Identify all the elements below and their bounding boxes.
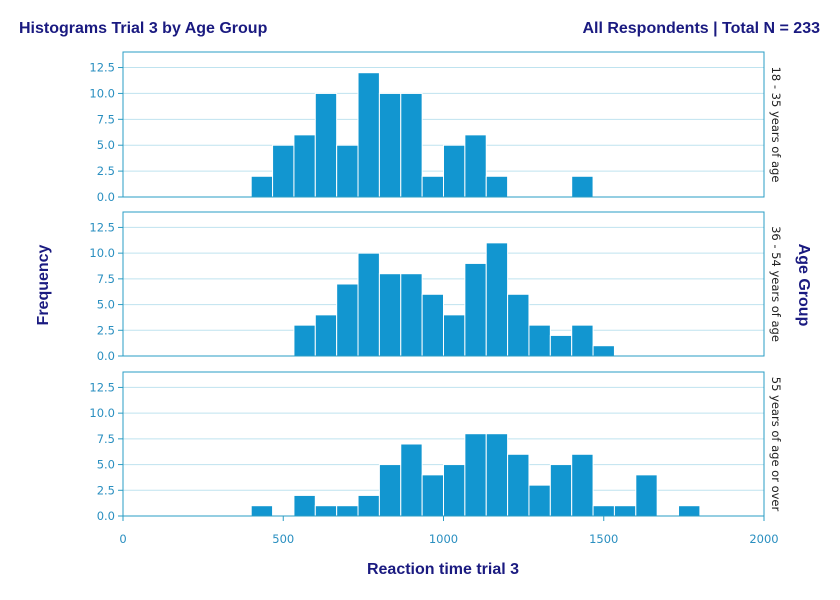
histogram-bar xyxy=(250,175,274,198)
histogram-bar xyxy=(357,72,380,198)
y-tick-label: 12.5 xyxy=(89,61,115,75)
x-tick-label: 1000 xyxy=(429,532,458,546)
y-tick-label: 12.5 xyxy=(89,220,115,234)
x-axis: 0 500 1000 1500 2000 xyxy=(119,516,779,546)
chart-title: Histograms Trial 3 by Age Group xyxy=(19,20,268,37)
y-tick-label: 7.5 xyxy=(97,272,115,286)
panel-frame xyxy=(122,51,765,198)
histogram-bar xyxy=(357,252,380,357)
histogram-bar xyxy=(485,433,509,517)
histogram-bar xyxy=(421,175,444,198)
histogram-bar xyxy=(507,453,530,517)
histogram-bar xyxy=(613,505,637,517)
histogram-bar xyxy=(400,92,423,198)
histogram-bar xyxy=(549,464,573,517)
x-tick-label: 1500 xyxy=(589,532,618,546)
histogram-bar xyxy=(592,505,615,517)
y-tick-label: 7.5 xyxy=(97,112,115,126)
histogram-bar xyxy=(293,324,316,357)
histogram-bar xyxy=(378,273,402,357)
y-tick-label: 0.0 xyxy=(97,190,115,204)
panel-1: 0.0 2.5 5.0 7.5 10.0 12.5 18 - 35 years of age xyxy=(89,51,783,204)
histogram-bar xyxy=(464,262,487,357)
panels: 0.0 2.5 5.0 7.5 10.0 12.5 18 - 35 years of age… xyxy=(89,51,783,523)
histogram-bar xyxy=(293,134,316,198)
histogram-bar xyxy=(293,494,316,517)
y-tick-label: 2.5 xyxy=(97,483,115,497)
y-tick-label: 12.5 xyxy=(89,380,115,394)
histogram-bar xyxy=(528,484,551,517)
histogram-bar xyxy=(378,92,402,198)
histogram-bar xyxy=(421,474,444,517)
histogram-bar xyxy=(314,505,338,517)
x-tick-label: 2000 xyxy=(749,532,778,546)
histogram-bar xyxy=(678,505,701,517)
x-tick-label: 500 xyxy=(272,532,294,546)
panel-frame xyxy=(122,211,765,357)
histogram-bar xyxy=(443,314,466,357)
y-tick-label: 5.0 xyxy=(97,298,115,312)
histogram-bar xyxy=(357,494,380,517)
y-axis-title: Frequency xyxy=(35,244,52,325)
x-tick-label: 0 xyxy=(119,532,126,546)
chart-subtitle: All Respondents | Total N = 233 xyxy=(582,20,820,37)
histogram-bar xyxy=(336,144,359,198)
histogram-bar xyxy=(314,92,338,198)
histogram-bar xyxy=(250,505,274,517)
histogram-bar xyxy=(485,242,509,357)
histogram-bar xyxy=(464,134,487,198)
histogram-bar xyxy=(592,345,615,357)
panel-label: 55 years of age or over xyxy=(769,377,783,512)
y-tick-label: 0.0 xyxy=(97,349,115,363)
y-tick-label: 10.0 xyxy=(89,406,115,420)
y-tick-label: 7.5 xyxy=(97,432,115,446)
y-tick-label: 5.0 xyxy=(97,458,115,472)
histogram-bar xyxy=(571,175,594,198)
panel-label: 36 - 54 years of age xyxy=(769,226,783,342)
histogram-bar xyxy=(378,464,402,517)
panel-3: 0.0 2.5 5.0 7.5 10.0 12.5 55 years of age or o… xyxy=(89,371,783,523)
histogram-bar xyxy=(443,464,466,517)
histogram-bar xyxy=(421,293,444,357)
histogram-bar xyxy=(443,144,466,198)
histogram-bar xyxy=(571,324,594,357)
histogram-bar xyxy=(336,283,359,357)
panel-label: 18 - 35 years of age xyxy=(769,67,783,183)
histogram-bar xyxy=(464,433,487,517)
histogram-bar xyxy=(400,443,423,517)
x-axis-title: Reaction time trial 3 xyxy=(367,561,519,578)
histogram-bar xyxy=(528,324,551,357)
y-tick-label: 2.5 xyxy=(97,164,115,178)
panel-axis-title: Age Group xyxy=(795,244,812,327)
y-tick-label: 5.0 xyxy=(97,138,115,152)
panel-2: 0.0 2.5 5.0 7.5 10.0 12.5 36 - 54 years of age xyxy=(89,211,783,363)
histogram-bar xyxy=(507,293,530,357)
histogram-bar xyxy=(400,273,423,357)
y-tick-label: 0.0 xyxy=(97,509,115,523)
y-tick-label: 2.5 xyxy=(97,323,115,337)
histogram-bar xyxy=(336,505,359,517)
histogram-bar xyxy=(314,314,338,357)
histogram-bar xyxy=(635,474,658,517)
histogram-bar xyxy=(272,144,295,198)
histogram-bar xyxy=(549,334,573,357)
histogram-bar xyxy=(571,453,594,517)
histogram-bar xyxy=(485,175,509,198)
y-tick-label: 10.0 xyxy=(89,246,115,260)
y-tick-label: 10.0 xyxy=(89,86,115,100)
